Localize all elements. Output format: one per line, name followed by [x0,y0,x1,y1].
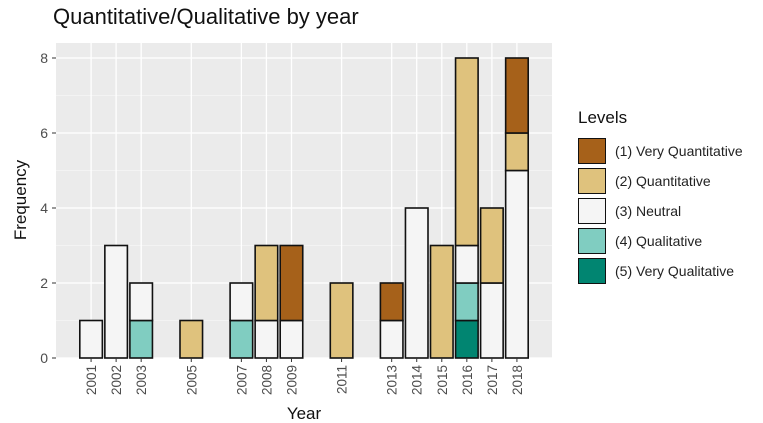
bar-segment [504,169,530,359]
bar-segment [479,207,504,284]
legend-item: (2) Quantitative [578,166,743,196]
legend-title: Levels [578,108,628,127]
legend-item: (4) Qualitative [578,226,743,256]
bar-segment [379,282,404,322]
x-tick-label: 2017 [485,365,500,395]
legend-item: (5) Very Qualitative [578,256,743,286]
legend-swatch [578,198,606,224]
bar-segment [279,244,304,322]
x-tick-label: 2016 [460,365,475,395]
legend-swatch [578,168,606,194]
bar-segment [129,319,154,359]
legend-label: (5) Very Qualitative [615,263,735,279]
legend-items: (1) Very Quantitative (2) Quantitative (3)… [578,136,743,286]
x-axis-title: Year [287,404,322,423]
bar-segment [404,207,429,359]
y-tick-label: 8 [40,50,48,66]
bar-segment [229,319,254,359]
legend-label: (3) Neutral [615,203,682,219]
x-tick-label: 2014 [410,365,425,396]
bar-segment [279,319,304,359]
chart-title: Quantitative/Qualitative by year [53,4,359,29]
x-tick-label: 2003 [134,365,149,395]
x-tick-label: 2007 [234,365,249,395]
axes: 0 2 4 6 8 2001 2002 2003 2005 2007 2008 2009 2011 201… [40,50,525,395]
y-tick-label: 0 [40,350,48,366]
bar-segment [254,244,279,322]
x-tick-label: 2011 [335,365,350,394]
bar-segment [179,319,204,359]
bar-segment [479,282,504,359]
bar-segment [379,319,404,359]
bar-segment [454,244,479,284]
x-tick-label: 2001 [84,365,99,395]
y-tick-label: 2 [40,275,48,291]
y-tick-label: 4 [40,200,48,216]
y-tick-label: 6 [40,125,48,141]
x-tick-label: 2009 [284,365,299,395]
bar-segment [229,282,254,322]
bar-segment [504,57,530,134]
legend-swatch [578,258,606,284]
x-tick-label: 2002 [109,365,124,395]
bar-segment [329,282,354,359]
bar-segment [129,282,154,322]
x-tick-label: 2005 [184,365,199,395]
bar-segment [454,319,479,359]
bar-segment [454,57,479,247]
bar-segment [78,319,104,359]
bar-segment [504,132,530,172]
legend-label: (1) Very Quantitative [615,143,743,159]
legend: Levels (1) Very Quantitative (2) Quantita… [578,108,743,286]
legend-swatch [578,228,606,254]
bar-segment [104,244,129,359]
x-tick-label: 2008 [259,365,274,395]
x-tick-label: 2018 [510,365,525,395]
legend-swatch [578,138,606,164]
legend-label: (4) Qualitative [615,233,703,249]
y-axis-title: Frequency [11,159,30,240]
legend-item: (3) Neutral [578,196,743,226]
legend-label: (2) Quantitative [615,173,711,189]
bar-segment [429,244,454,359]
bar-segment [454,282,479,322]
legend-item: (1) Very Quantitative [578,136,743,166]
bar-segment [254,319,279,359]
bars [78,57,530,359]
x-tick-label: 2013 [385,365,400,395]
x-tick-label: 2015 [435,365,450,395]
